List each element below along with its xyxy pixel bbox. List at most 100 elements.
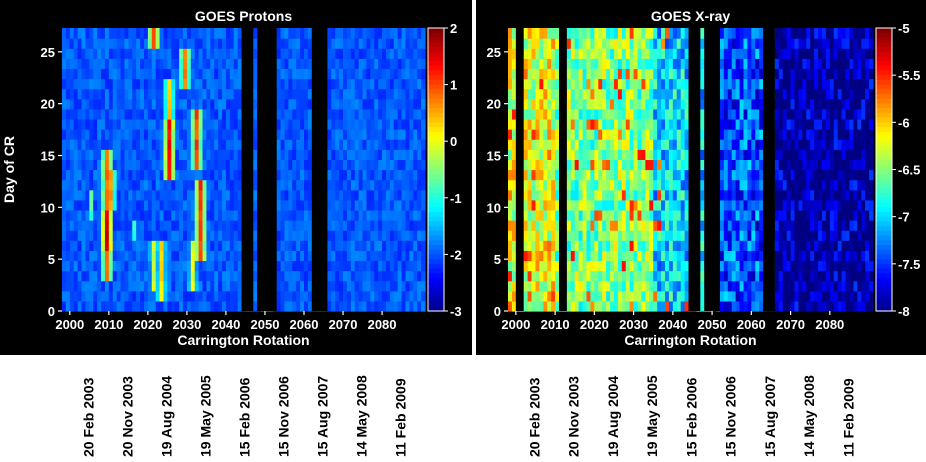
heatmap-cell (73, 78, 79, 90)
heatmap-cell (155, 199, 161, 211)
heatmap-cell (747, 179, 752, 191)
heatmap-cell (85, 28, 90, 39)
heatmap-cell (288, 199, 293, 211)
heatmap-cell (366, 189, 371, 201)
heatmap-cell (147, 139, 153, 150)
heatmap-cell (755, 189, 760, 201)
heatmap-cell (743, 78, 748, 90)
heatmap-cell (790, 260, 796, 272)
heatmap-cell (747, 240, 752, 251)
heatmap-cell (786, 149, 792, 160)
heatmap-cell (814, 220, 819, 231)
heatmap-cell (531, 179, 537, 191)
heatmap-cell (120, 260, 126, 272)
heatmap-cell (590, 159, 595, 171)
heatmap-cell (798, 68, 803, 80)
heatmap-cell (284, 169, 289, 181)
heatmap-cell (151, 159, 157, 171)
heatmap-cell (641, 108, 646, 120)
heatmap-cell (574, 38, 580, 49)
heatmap-cell (547, 118, 552, 130)
heatmap-cell (101, 78, 106, 90)
heatmap-cell (759, 159, 764, 171)
heatmap-cell (821, 58, 827, 70)
heatmap-cell (382, 260, 387, 272)
heatmap-cell (543, 300, 548, 312)
heatmap-cell (136, 169, 141, 181)
heatmap-cell (358, 169, 364, 181)
heatmap-cell (547, 199, 552, 211)
heatmap-cell (535, 240, 540, 251)
heatmap-cell (370, 189, 375, 201)
heatmap-cell (719, 280, 725, 292)
heatmap-cell (370, 118, 375, 130)
heatmap-cell (531, 28, 537, 39)
heatmap-cell (179, 250, 184, 262)
heatmap-cell (555, 169, 560, 181)
heatmap-cell (73, 209, 79, 221)
heatmap-cell (629, 108, 635, 120)
heatmap-cell (120, 300, 126, 312)
heatmap-cell (101, 199, 106, 211)
heatmap-cell (335, 290, 340, 302)
heatmap-cell (751, 118, 756, 130)
heatmap-cell (339, 179, 344, 191)
heatmap-cell (101, 300, 106, 312)
heatmap-cell (700, 169, 705, 181)
heatmap-cell (300, 68, 305, 80)
heatmap-cell (366, 290, 371, 302)
heatmap-cell (331, 159, 336, 171)
heatmap-cell (680, 58, 686, 70)
heatmap-cell (112, 38, 118, 49)
heatmap-cell (97, 78, 102, 90)
heatmap-cell (570, 118, 576, 130)
heatmap-cell (225, 280, 231, 292)
heatmap-cell (653, 250, 658, 262)
heatmap-cell (350, 118, 356, 130)
heatmap-cell (85, 159, 90, 171)
heatmap-cell (85, 129, 90, 140)
heatmap-cell (621, 290, 627, 302)
heatmap-cell (385, 300, 391, 312)
heatmap-cell (179, 118, 184, 130)
heatmap-cell (794, 300, 800, 312)
heatmap-cell (163, 38, 168, 49)
heatmap-cell (405, 88, 410, 100)
heatmap-cell (65, 159, 71, 171)
heatmap-cell (175, 270, 180, 282)
heatmap-cell (389, 58, 395, 70)
heatmap-cell (151, 280, 157, 292)
heatmap-cell (645, 98, 650, 110)
heatmap-cell (405, 230, 410, 241)
heatmap-cell (543, 149, 548, 160)
heatmap-cell (73, 118, 79, 130)
heatmap-cell (566, 250, 572, 262)
heatmap-cell (370, 129, 375, 140)
heatmap-cell (206, 290, 211, 302)
heatmap-cell (409, 179, 414, 191)
heatmap-cell (85, 58, 90, 70)
heatmap-cell (362, 220, 368, 231)
heatmap-cell (343, 68, 348, 80)
heatmap-cell (62, 169, 67, 181)
heatmap-cell (617, 199, 623, 211)
heatmap-cell (280, 300, 286, 312)
heatmap-cell (65, 179, 71, 191)
heatmap-cell (288, 290, 293, 302)
heatmap-cell (508, 68, 513, 80)
heatmap-cell (81, 159, 87, 171)
heatmap-cell (210, 98, 215, 110)
heatmap-cell (739, 199, 745, 211)
heatmap-cell (668, 38, 674, 49)
heatmap-cell (143, 159, 149, 171)
heatmap-cell (300, 38, 305, 49)
heatmap-cell (719, 108, 725, 120)
heatmap-cell (664, 240, 670, 251)
heatmap-cell (751, 48, 756, 59)
heatmap-cell (374, 300, 379, 312)
heatmap-cell (570, 58, 576, 70)
heatmap-cell (354, 169, 360, 181)
heatmap-cell (649, 159, 654, 171)
heatmap-cell (645, 108, 650, 120)
heatmap-cell (222, 240, 227, 251)
